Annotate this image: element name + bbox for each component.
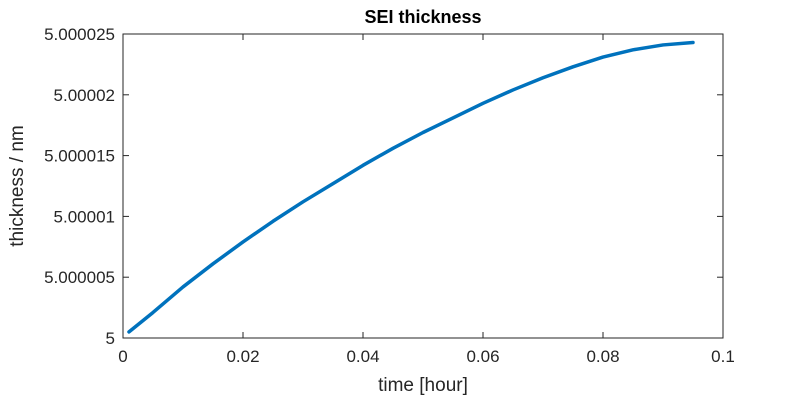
x-tick-label: 0.1 xyxy=(711,347,735,366)
y-tick-label: 5.000005 xyxy=(44,268,115,287)
y-axis-label: thickness / nm xyxy=(7,125,28,246)
x-tick-label: 0 xyxy=(118,347,127,366)
x-tick-label: 0.04 xyxy=(346,347,379,366)
y-tick-label: 5.000015 xyxy=(44,147,115,166)
axes: 0 0.02 0.04 0.06 0.08 0.1 5 5.000005 5.00001 5.00… xyxy=(44,25,735,366)
x-tick-label: 0.08 xyxy=(586,347,619,366)
chart-title: SEI thickness xyxy=(364,7,481,27)
y-tick-label: 5 xyxy=(106,329,115,348)
series-layer xyxy=(127,40,695,334)
plot-frame xyxy=(122,33,724,339)
y-tick-label: 5.00001 xyxy=(54,207,115,226)
series-line xyxy=(127,40,695,334)
x-axis-label: time [hour] xyxy=(378,375,468,396)
x-tick-label: 0.06 xyxy=(466,347,499,366)
y-tick-label: 5.00002 xyxy=(54,86,115,105)
x-tick-label: 0.02 xyxy=(226,347,259,366)
y-tick-label: 5.000025 xyxy=(44,25,115,44)
